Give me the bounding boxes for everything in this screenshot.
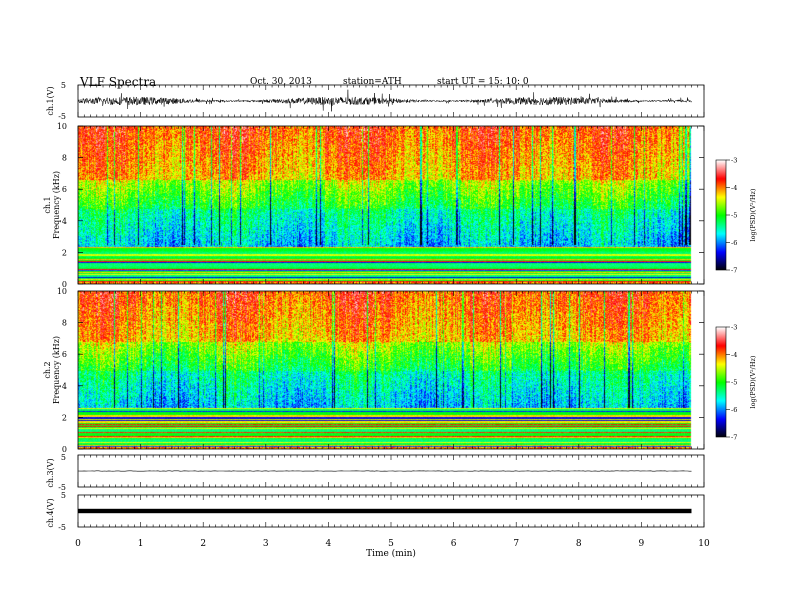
ch1-colorbar: -3 -4 -5 -6 -7 log(PSD)(V²/Hz)	[716, 157, 757, 275]
colorbar-tick-label: -4	[731, 351, 737, 359]
time-tick-label: 1	[138, 539, 144, 549]
frequency-tick-label: 8	[62, 154, 67, 163]
ch1-waveform-ylabel: ch.1(V)	[46, 86, 55, 115]
colorbar-tick-label: -6	[731, 406, 737, 414]
ch2-colorbar-label: log(PSD)(V²/Hz)	[749, 355, 757, 408]
ch1-waveform-trace	[78, 90, 692, 112]
frequency-tick-label: 8	[62, 319, 67, 328]
ch1-colorbar-label: log(PSD)(V²/Hz)	[749, 188, 757, 241]
colorbar-tick-label: -7	[731, 434, 737, 442]
ch4-ytick-bottom: -5	[58, 523, 66, 532]
ch2-frequency-axis-label: Frequency (kHz)	[52, 336, 61, 404]
frequency-tick-label: 6	[62, 185, 67, 194]
ch1-colorbar-ticks: -3 -4 -5 -6 -7	[726, 157, 737, 275]
ch4-ytick-top: 5	[61, 491, 66, 500]
time-tick-label: 3	[263, 539, 269, 549]
colorbar-tick-label: -5	[731, 379, 737, 387]
frequency-tick-label: 2	[62, 413, 67, 422]
ch1-waveform-line	[78, 90, 692, 112]
frequency-tick-label: 2	[62, 248, 67, 257]
ch2-spectrogram-image	[78, 291, 704, 449]
time-axis-label: Time (min)	[366, 548, 416, 559]
ch4-waveform-ylabel: ch.4(V)	[46, 498, 55, 527]
ch1-ytick-bottom: -5	[58, 112, 66, 121]
ch4-waveform-panel: 5 -5 ch.4(V)	[46, 491, 704, 532]
colorbar-tick-label: -3	[731, 324, 737, 332]
start-time-label: start UT = 15: 10: 0	[437, 77, 529, 87]
ch1-spectrogram-ylabel: ch.1	[43, 196, 52, 213]
time-tick-label: 7	[513, 539, 519, 549]
ch3-waveform-ylabel: ch.3(V)	[46, 458, 55, 487]
time-tick-label: 10	[698, 539, 710, 549]
colorbar-tick-label: -5	[731, 212, 737, 220]
frequency-tick-label: 10	[57, 287, 67, 296]
colorbar-tick-label: -3	[731, 157, 737, 165]
ch2-colorbar: -3 -4 -5 -6 -7 log(PSD)(V²/Hz)	[716, 324, 757, 442]
ch4-waveform-line	[78, 509, 691, 513]
frequency-tick-label: 4	[62, 217, 67, 226]
vlf-figure: VLF Spectra Oct. 30, 2013 station=ATH st…	[0, 0, 792, 612]
time-tick-label: 8	[576, 539, 582, 549]
ch3-waveform-panel: 5 -5 ch.3(V)	[46, 453, 704, 492]
ch1-spectrogram-image	[78, 126, 704, 284]
ch1-ytick-top: 5	[61, 81, 66, 90]
frequency-tick-label: 4	[62, 382, 67, 391]
colorbar-tick-label: -6	[731, 239, 737, 247]
ch3-ytick-top: 5	[61, 453, 66, 462]
time-tick-label: 9	[639, 539, 645, 549]
colorbar-tick-label: -4	[731, 184, 737, 192]
ch2-colorbar-ticks: -3 -4 -5 -6 -7	[726, 324, 737, 442]
frequency-tick-label: 6	[62, 350, 67, 359]
time-tick-label: 4	[326, 539, 332, 549]
ch4-waveform-trace	[78, 509, 691, 513]
ch1-frequency-axis-label: Frequency (kHz)	[52, 171, 61, 239]
time-tick-label: 5	[388, 539, 394, 549]
time-tick-label: 6	[451, 539, 457, 549]
frequency-tick-label: 10	[57, 122, 67, 131]
colorbar-tick-label: -7	[731, 267, 737, 275]
ch2-spectrogram-ylabel: ch.2	[43, 361, 52, 378]
time-tick-label: 0	[75, 539, 81, 549]
time-tick-label: 2	[200, 539, 206, 549]
